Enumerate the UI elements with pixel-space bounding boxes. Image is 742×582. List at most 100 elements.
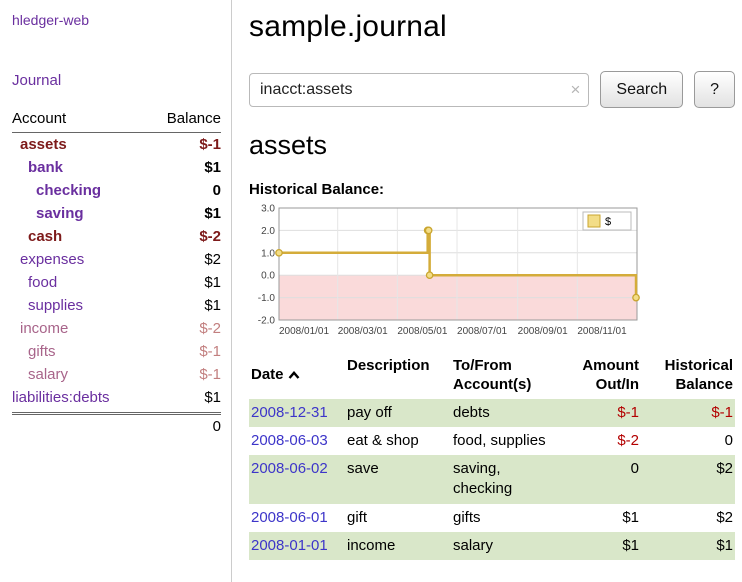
account-link[interactable]: bank bbox=[28, 159, 64, 176]
sort-ascending-icon[interactable] bbox=[288, 371, 300, 380]
transaction-balance: $2 bbox=[716, 460, 733, 477]
data-point-marker bbox=[425, 271, 434, 280]
help-button[interactable]: ? bbox=[694, 71, 735, 108]
account-row: expenses $2 bbox=[12, 248, 221, 271]
y-tick-label: -2.0 bbox=[258, 316, 276, 327]
chart-title: Historical Balance: bbox=[249, 181, 385, 198]
account-column-header: Account bbox=[12, 110, 67, 127]
account-column-header: To/From Account(s) bbox=[453, 357, 532, 393]
account-balance: $2 bbox=[204, 251, 221, 268]
transaction-date-link[interactable]: 2008-01-01 bbox=[251, 536, 328, 554]
account-link[interactable]: salary bbox=[28, 366, 69, 383]
transaction-description: income bbox=[347, 536, 396, 554]
account-link[interactable]: cash bbox=[28, 228, 63, 245]
account-row: liabilities:debts $1 bbox=[12, 386, 221, 409]
date-column-header[interactable]: Date bbox=[249, 357, 345, 395]
legend-label: $ bbox=[605, 216, 611, 228]
account-balance: 0 bbox=[212, 182, 221, 199]
accounts-rows: assets $-1 bank $1 checking 0 saving $1 cash $-2 e… bbox=[12, 133, 221, 409]
transaction-balance: $2 bbox=[716, 508, 733, 526]
account-row: supplies $1 bbox=[12, 294, 221, 317]
transaction-date-link[interactable]: 2008-12-31 bbox=[251, 403, 328, 421]
page-title: sample.journal bbox=[249, 10, 447, 43]
amount-column-header: Amount Out/In bbox=[582, 357, 639, 393]
x-tick-label: 2008/01/01 bbox=[279, 326, 329, 337]
account-link[interactable]: gifts bbox=[28, 343, 56, 360]
account-link[interactable]: saving bbox=[36, 205, 84, 222]
transaction-accounts: gifts bbox=[453, 508, 481, 526]
account-balance: $-1 bbox=[199, 136, 221, 153]
transaction-accounts: salary bbox=[453, 536, 494, 554]
transaction-amount: 0 bbox=[630, 460, 639, 477]
search-field-wrap: × bbox=[249, 72, 590, 107]
transaction-amount: $-2 bbox=[617, 431, 639, 449]
account-row: assets $-1 bbox=[12, 133, 221, 156]
transaction-balance: $1 bbox=[716, 536, 733, 554]
transaction-description: pay off bbox=[347, 403, 392, 421]
account-balance: $1 bbox=[204, 205, 221, 222]
account-row: income $-2 bbox=[12, 317, 221, 340]
account-tree-header: Account Balance bbox=[12, 108, 221, 133]
y-tick-label: 0.0 bbox=[261, 271, 275, 282]
register-table: Date Description To/From Account(s) Amou… bbox=[249, 357, 735, 560]
register-row: 2008-06-01 gift gifts $1 $2 bbox=[249, 504, 735, 532]
transaction-description: gift bbox=[347, 508, 368, 526]
register-header: Date Description To/From Account(s) Amou… bbox=[249, 357, 735, 395]
account-link[interactable]: income bbox=[20, 320, 69, 337]
balance-column-header: Historical Balance bbox=[664, 357, 733, 393]
register-row: 2008-01-01 income salary $1 $1 bbox=[249, 531, 735, 560]
account-link[interactable]: checking bbox=[36, 182, 102, 199]
x-tick-label: 2008/09/01 bbox=[518, 326, 568, 337]
account-tree: Account Balance assets $-1 bank $1 checking 0… bbox=[12, 108, 221, 438]
account-balance: $1 bbox=[204, 274, 221, 291]
account-balance: $-1 bbox=[199, 366, 221, 383]
account-row: gifts $-1 bbox=[12, 340, 221, 363]
description-column-header: Description bbox=[347, 357, 430, 374]
account-link[interactable]: liabilities:debts bbox=[12, 389, 110, 406]
balance-column-header: Balance bbox=[166, 110, 221, 127]
accounts-total: 0 bbox=[12, 412, 221, 438]
legend-swatch bbox=[587, 214, 601, 228]
sidebar: hledger-web Journal Account Balance asse… bbox=[0, 0, 232, 582]
account-heading: assets bbox=[249, 130, 328, 160]
account-balance: $-1 bbox=[199, 343, 221, 360]
transaction-date-link[interactable]: 2008-06-02 bbox=[251, 460, 328, 477]
x-tick-label: 2008/11/01 bbox=[577, 326, 627, 337]
main-content: sample.journal × Search ? assets Histori… bbox=[233, 0, 742, 582]
x-tick-label: 2008/05/01 bbox=[397, 326, 447, 337]
account-balance: $1 bbox=[204, 389, 221, 406]
data-point-marker bbox=[275, 248, 283, 257]
account-row: checking 0 bbox=[12, 179, 221, 202]
account-link[interactable]: supplies bbox=[28, 297, 84, 314]
x-tick-label: 2008/03/01 bbox=[338, 326, 388, 337]
y-tick-label: -1.0 bbox=[258, 293, 276, 304]
sidebar-item-journal[interactable]: Journal bbox=[12, 72, 62, 89]
register-row: 2008-06-02 save saving, checking 0 $2 bbox=[249, 455, 735, 504]
transaction-description: eat & shop bbox=[347, 431, 419, 449]
account-link[interactable]: food bbox=[28, 274, 58, 291]
transaction-date-link[interactable]: 2008-06-01 bbox=[251, 508, 328, 526]
transaction-accounts: debts bbox=[453, 403, 490, 421]
transaction-date-link[interactable]: 2008-06-03 bbox=[251, 431, 328, 449]
x-tick-label: 2008/07/01 bbox=[457, 326, 507, 337]
data-point-marker bbox=[424, 226, 433, 235]
clear-search-icon[interactable]: × bbox=[570, 79, 581, 99]
transaction-amount: $1 bbox=[622, 508, 639, 526]
search-button[interactable]: Search bbox=[600, 71, 684, 108]
account-link[interactable]: assets bbox=[20, 136, 67, 153]
account-link[interactable]: expenses bbox=[20, 251, 85, 268]
transaction-amount: $-1 bbox=[617, 403, 639, 421]
app-title-link[interactable]: hledger-web bbox=[12, 12, 90, 28]
y-tick-label: 1.0 bbox=[261, 248, 275, 259]
account-balance: $1 bbox=[204, 297, 221, 314]
transaction-description: save bbox=[347, 460, 379, 477]
account-row: bank $1 bbox=[12, 156, 221, 179]
data-point-marker bbox=[632, 293, 640, 302]
search-input[interactable] bbox=[249, 72, 590, 107]
transaction-accounts: saving, checking bbox=[453, 460, 513, 498]
account-balance: $1 bbox=[204, 159, 221, 176]
search-bar: × Search ? bbox=[249, 71, 735, 108]
account-row: cash $-2 bbox=[12, 225, 221, 248]
transaction-amount: $1 bbox=[622, 536, 639, 554]
